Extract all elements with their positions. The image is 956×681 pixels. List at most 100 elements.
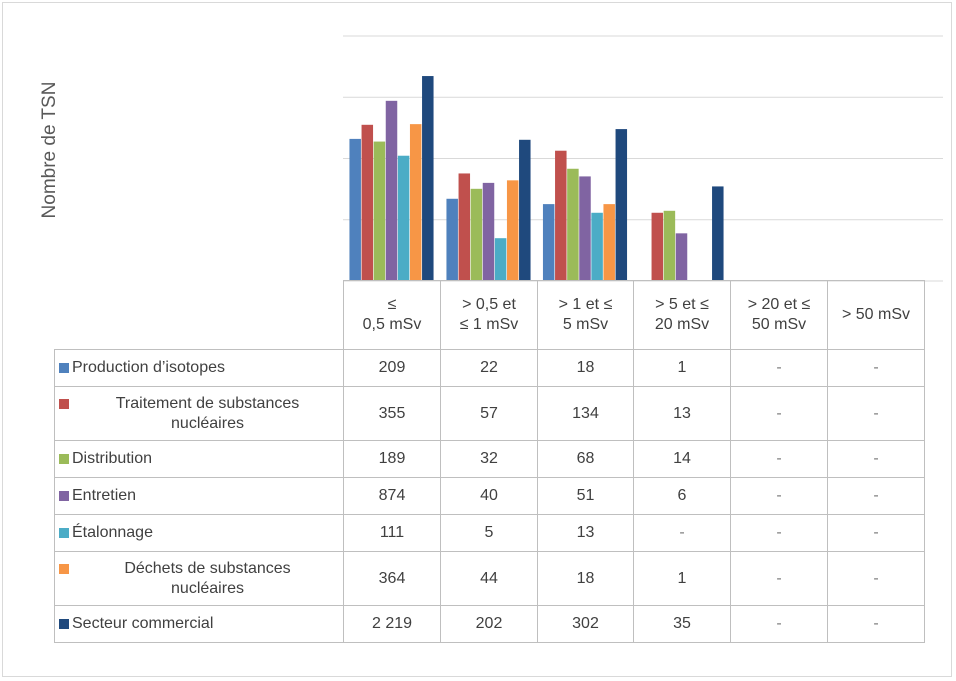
table-cell: - [730, 386, 828, 441]
table-cell: 14 [633, 440, 731, 478]
bar [446, 198, 458, 281]
bar [482, 182, 495, 281]
bar [675, 233, 688, 281]
table-cell: - [730, 514, 828, 552]
table-cell: 302 [537, 605, 634, 643]
table-cell: 2 219 [343, 605, 441, 643]
legend-key-icon [59, 363, 69, 373]
series-label: Déchets de substances nucléaires [72, 559, 343, 599]
table-cell: 13 [633, 386, 731, 441]
table-corner [54, 280, 344, 350]
category-label-line: > 0,5 et [462, 296, 516, 313]
table-cell: - [730, 477, 828, 515]
series-label-line: nucléaires [171, 414, 244, 432]
table-cell: - [730, 440, 828, 478]
category-label-line: > 50 mSv [841, 306, 911, 323]
bar [494, 238, 507, 281]
table-row: Traitement de substances nucléaires 355 57 1… [54, 386, 925, 441]
bar [603, 204, 615, 281]
series-label: Production d’isotopes [72, 359, 225, 376]
bar [615, 129, 628, 281]
table-row: Étalonnage 111 5 13- - - [54, 514, 925, 552]
bar [361, 124, 374, 281]
table-cell: 355 [343, 386, 441, 441]
category-label-line: 50 mSv [751, 316, 807, 333]
table-cell: - [730, 349, 828, 387]
bar [470, 188, 483, 281]
table-cell: 111 [343, 514, 441, 552]
legend-key-icon [59, 528, 69, 538]
plot-area [343, 35, 943, 282]
bar [542, 204, 555, 281]
category-label-line: ≤ [387, 296, 397, 313]
table-cell: 874 [343, 477, 441, 515]
legend-entry: Déchets de substances nucléaires [54, 551, 344, 606]
bar [663, 210, 676, 281]
series-label: Étalonnage [72, 524, 153, 541]
table-cell: 1 [633, 551, 731, 606]
table-row: Déchets de substances nucléaires 364 44 18 1-… [54, 551, 925, 606]
legend-entry: Étalonnage [54, 514, 344, 552]
table-cell: - [730, 551, 828, 606]
category-label: > 20 et ≤ 50 mSv [730, 280, 828, 350]
category-label: ≤0,5 mSv [343, 280, 441, 350]
bar [422, 76, 434, 281]
table-cell: 6 [633, 477, 731, 515]
series-label-line: nucléaires [171, 579, 244, 597]
table-cell: 13 [537, 514, 634, 552]
table-cell: 134 [537, 386, 634, 441]
series-label: Distribution [72, 450, 153, 467]
table-cell: 51 [537, 477, 634, 515]
table-cell: 22 [440, 349, 538, 387]
category-label: > 5 et ≤ 20 mSv [633, 280, 731, 350]
table-cell: 32 [440, 440, 538, 478]
series-label-line: Déchets de substances [124, 559, 291, 577]
table-cell: 40 [440, 477, 538, 515]
table-cell: 18 [537, 551, 634, 606]
table-cell: - [827, 605, 925, 643]
table-cell: 189 [343, 440, 441, 478]
table-cell: 44 [440, 551, 538, 606]
bar [579, 176, 591, 281]
table-row: Production d’isotopes 209 22 18 1- - [54, 349, 925, 387]
table-cell: 35 [633, 605, 731, 643]
legend-entry: Secteur commercial [54, 605, 344, 643]
legend-key-icon [59, 398, 69, 409]
table-cell: 202 [440, 605, 538, 643]
table-cell: 18 [537, 349, 634, 387]
legend-entry: Entretien [54, 477, 344, 515]
table-header-row: ≤0,5 mSv > 0,5 et ≤ 1 mSv > 1 et ≤ 5 mSv > 5 … [54, 280, 925, 350]
table-row: Distribution 189 32 68 14- - [54, 440, 925, 478]
category-label: > 50 mSv [827, 280, 925, 350]
table-cell: - [827, 440, 925, 478]
bar [349, 138, 361, 281]
table-cell: 57 [440, 386, 538, 441]
table-cell: - [827, 349, 925, 387]
bar [385, 100, 398, 281]
legend-entry: Traitement de substances nucléaires [54, 386, 344, 441]
category-label-line: > 1 et ≤ [558, 296, 613, 313]
bar [651, 212, 664, 281]
legend-entry: Production d’isotopes [54, 349, 344, 387]
table-cell: 5 [440, 514, 538, 552]
category-label-line: 5 mSv [562, 316, 609, 333]
table-cell: - [827, 477, 925, 515]
table-cell: - [633, 514, 731, 552]
table-cell: 68 [537, 440, 634, 478]
bar [519, 139, 531, 281]
category-label-line: 20 mSv [654, 316, 710, 333]
bar [555, 150, 567, 281]
table-cell: - [730, 605, 828, 643]
data-table: ≤0,5 mSv > 0,5 et ≤ 1 mSv > 1 et ≤ 5 mSv > 5 … [54, 280, 925, 643]
table-cell: 364 [343, 551, 441, 606]
legend-key-icon [59, 454, 69, 464]
table-cell: - [827, 514, 925, 552]
legend-key-icon [59, 619, 69, 629]
y-axis-label: Nombre de TSN [39, 81, 60, 219]
bar [591, 212, 603, 281]
category-label-line: ≤ 1 mSv [459, 316, 519, 333]
bar [712, 186, 724, 281]
bar [458, 173, 471, 281]
bar [506, 180, 519, 281]
category-label: > 0,5 et ≤ 1 mSv [440, 280, 538, 350]
